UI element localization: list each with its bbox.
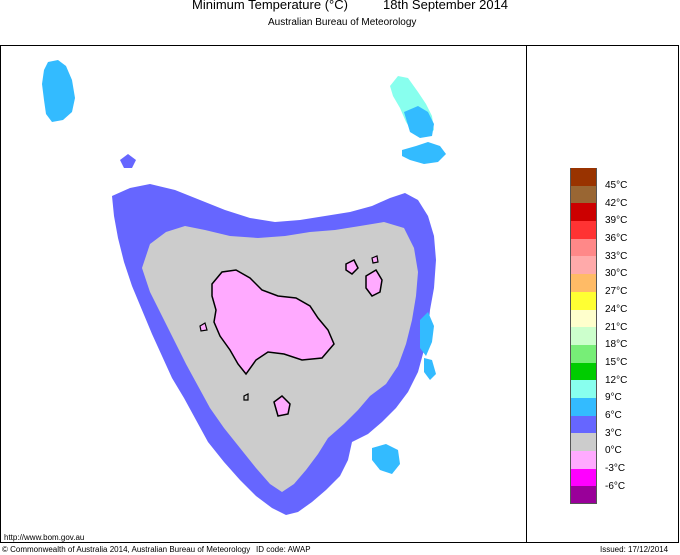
legend-swatch [570, 168, 597, 186]
king-island [42, 60, 75, 122]
legend-label: 24°C [605, 303, 628, 315]
legend-label: 15°C [605, 356, 628, 368]
legend-swatch [570, 433, 597, 451]
legend-label: 0°C [605, 445, 622, 457]
small-island-north [120, 154, 136, 168]
legend-row-21: 21°C [570, 309, 650, 332]
legend-row-27: 27°C [570, 274, 650, 297]
legend-row-42: 42°C [570, 185, 650, 208]
cape-barren-island [402, 142, 446, 164]
subzero-dot-southwest [243, 393, 249, 401]
legend-swatch [570, 451, 597, 469]
copyright-text: © Commonwealth of Australia 2014, Austra… [2, 545, 251, 554]
legend: 45°C 42°C 39°C 36°C 33°C 30°C 27°C 24°C … [570, 168, 650, 505]
subzero-patch-south [273, 395, 291, 417]
legend-divider [526, 45, 527, 543]
legend-label: 45°C [605, 180, 628, 191]
legend-row-minus3: -3°C [570, 451, 650, 474]
legend-label: 42°C [605, 197, 628, 209]
legend-label: 12°C [605, 374, 628, 386]
east-coast-patch-2 [424, 358, 436, 380]
legend-swatch [570, 397, 597, 416]
legend-label: 36°C [605, 233, 628, 245]
legend-row-30: 30°C [570, 256, 650, 279]
map-title: Minimum Temperature (°C) [192, 0, 348, 12]
legend-label: 6°C [605, 409, 622, 421]
subzero-dot-north [371, 255, 379, 264]
interior-0-3-band [142, 222, 418, 492]
map-date: 18th September 2014 [383, 0, 509, 12]
flinders-island-south [404, 106, 434, 138]
legend-row-36: 36°C [570, 221, 650, 244]
subzero-patch-northeast [365, 268, 383, 297]
legend-swatch [570, 221, 597, 239]
legend-row-24: 24°C [570, 291, 650, 314]
legend-swatch [570, 486, 597, 505]
legend-row-12: 12°C [570, 362, 650, 385]
source-url[interactable]: http://www.bom.gov.au [4, 533, 85, 542]
legend-row-9: 9°C [570, 380, 650, 403]
subzero-patch-small [345, 258, 359, 275]
southeast-patch [372, 444, 400, 474]
legend-swatch [570, 309, 597, 328]
legend-row-6: 6°C [570, 397, 650, 420]
legend-row-15: 15°C [570, 344, 650, 367]
chart-header: Minimum Temperature (°C) 18th September … [0, 0, 680, 14]
legend-swatch [570, 203, 597, 222]
legend-swatch [570, 291, 597, 310]
legend-swatch [570, 344, 597, 363]
legend-label: 27°C [605, 286, 628, 298]
legend-swatch [570, 380, 597, 398]
legend-label: 33°C [605, 250, 628, 262]
legend-row-45: 45°C [570, 168, 650, 191]
legend-label: 30°C [605, 268, 628, 280]
legend-swatch [570, 415, 597, 434]
subzero-dot-west [199, 322, 208, 332]
east-coast-patch-1 [420, 312, 434, 356]
legend-swatch [570, 185, 597, 204]
legend-swatch [570, 468, 597, 487]
legend-row-18: 18°C [570, 327, 650, 350]
legend-label: -3°C [605, 463, 626, 474]
legend-row-3: 3°C [570, 415, 650, 438]
legend-swatch [570, 362, 597, 381]
map-frame [0, 45, 679, 543]
subzero-central-plateau [211, 269, 335, 376]
issued-date: Issued: 17/12/2014 [600, 545, 669, 554]
legend-label: 21°C [605, 321, 628, 333]
legend-swatch [570, 256, 597, 275]
legend-swatch [570, 238, 597, 257]
tasmania-map [42, 60, 446, 515]
id-code: ID code: AWAP [256, 545, 311, 554]
legend-label: 18°C [605, 339, 628, 351]
legend-label: 9°C [605, 392, 622, 404]
legend-row-39: 39°C [570, 203, 650, 226]
legend-row-bottom [570, 486, 650, 505]
legend-swatch [570, 274, 597, 292]
legend-label: 39°C [605, 215, 628, 227]
legend-swatch [570, 327, 597, 345]
legend-row-0: 0°C [570, 433, 650, 456]
legend-label: -6°C [605, 480, 626, 492]
legend-row-minus6: -6°C [570, 468, 650, 491]
legend-label: 3°C [605, 427, 622, 439]
legend-row-33: 33°C [570, 238, 650, 261]
map-subtitle: Australian Bureau of Meteorology [268, 17, 417, 28]
